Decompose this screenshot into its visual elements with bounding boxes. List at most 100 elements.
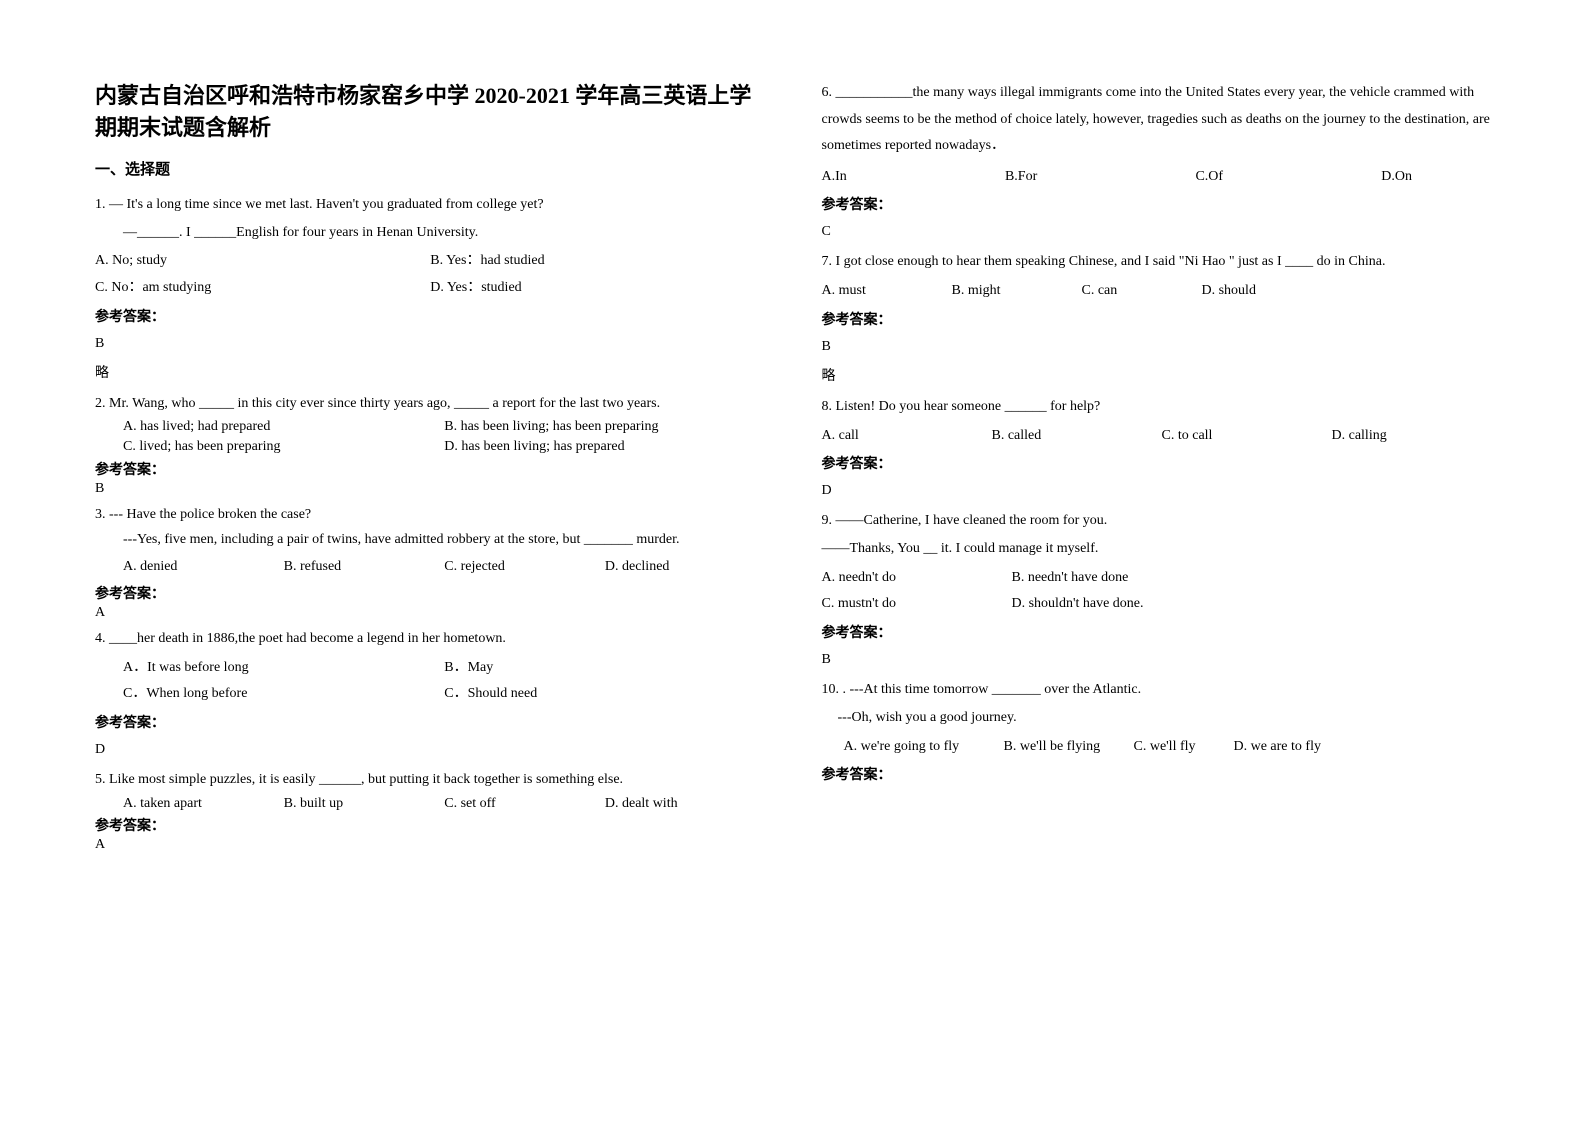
options: A. must B. might C. can D. should bbox=[822, 278, 1493, 305]
option-c: C. set off bbox=[444, 794, 605, 814]
question-text: 8. Listen! Do you hear someone ______ fo… bbox=[822, 395, 1493, 419]
question-8: 8. Listen! Do you hear someone ______ fo… bbox=[822, 395, 1493, 499]
option-b: B. called bbox=[992, 423, 1102, 450]
answer-label: 参考答案： bbox=[95, 459, 766, 479]
option-d: D. we are to fly bbox=[1234, 734, 1493, 761]
question-4: 4. ____her death in 1886,the poet had be… bbox=[95, 627, 766, 758]
options: A. taken apart B. built up C. set off D.… bbox=[95, 794, 766, 814]
option-d: D. should bbox=[1202, 278, 1493, 305]
question-text: 10. . ---At this time tomorrow _______ o… bbox=[822, 678, 1493, 702]
option-a: A．It was before long bbox=[123, 655, 444, 682]
option-b: B. might bbox=[952, 278, 1042, 305]
options: A. needn't do B. needn't have done C. mu… bbox=[822, 565, 1493, 618]
option-b: B. refused bbox=[284, 554, 445, 581]
option-a: A. taken apart bbox=[123, 794, 284, 814]
answer-label: 参考答案： bbox=[95, 583, 766, 603]
option-b: B.For bbox=[1005, 164, 1037, 191]
option-c: C．When long before bbox=[123, 681, 444, 708]
option-c: C. No：am studying bbox=[95, 275, 430, 302]
answer-label: 参考答案： bbox=[822, 453, 1493, 473]
question-6: 6. ___________the many ways illegal immi… bbox=[822, 80, 1493, 240]
right-column: 6. ___________the many ways illegal immi… bbox=[822, 80, 1493, 859]
answer: A bbox=[95, 837, 766, 853]
option-d: D. calling bbox=[1332, 423, 1493, 450]
options: A. denied B. refused C. rejected D. decl… bbox=[95, 554, 766, 581]
options: A. call B. called C. to call D. calling bbox=[822, 423, 1493, 450]
question-5: 5. Like most simple puzzles, it is easil… bbox=[95, 768, 766, 853]
question-text: 2. Mr. Wang, who _____ in this city ever… bbox=[95, 392, 766, 416]
answer-label: 参考答案： bbox=[95, 306, 766, 326]
options: A. we're going to fly B. we'll be flying… bbox=[822, 734, 1493, 761]
note: 略 bbox=[822, 365, 1493, 385]
question-text: 1. — It's a long time since we met last.… bbox=[95, 193, 766, 217]
option-d: D. has been living; has prepared bbox=[444, 437, 765, 457]
question-9: 9. ——Catherine, I have cleaned the room … bbox=[822, 509, 1493, 668]
question-text: 4. ____her death in 1886,the poet had be… bbox=[95, 627, 766, 651]
option-c: C. we'll fly bbox=[1134, 734, 1234, 761]
answer: B bbox=[95, 481, 766, 497]
option-c: C.Of bbox=[1195, 164, 1223, 191]
option-b: B. built up bbox=[284, 794, 445, 814]
question-text: ——Thanks, You __ it. I could manage it m… bbox=[822, 537, 1493, 561]
question-text: ---Yes, five men, including a pair of tw… bbox=[95, 528, 766, 552]
options: A. has lived; had prepared B. has been l… bbox=[95, 417, 766, 456]
option-a: A. needn't do bbox=[822, 565, 1012, 592]
answer-label: 参考答案： bbox=[822, 622, 1493, 642]
document-root: 内蒙古自治区呼和浩特市杨家窑乡中学 2020-2021 学年高三英语上学期期末试… bbox=[95, 80, 1492, 859]
option-b: B．May bbox=[444, 655, 765, 682]
note: 略 bbox=[95, 362, 766, 382]
answer-label: 参考答案： bbox=[822, 194, 1493, 214]
question-3: 3. --- Have the police broken the case? … bbox=[95, 503, 766, 621]
question-text: 3. --- Have the police broken the case? bbox=[95, 503, 766, 527]
answer-label: 参考答案： bbox=[95, 712, 766, 732]
question-10: 10. . ---At this time tomorrow _______ o… bbox=[822, 678, 1493, 784]
options: A. No; study B. Yes：had studied C. No：am… bbox=[95, 248, 766, 301]
option-d: D. dealt with bbox=[605, 794, 766, 814]
answer: D bbox=[822, 483, 1493, 499]
option-c: C. can bbox=[1082, 278, 1162, 305]
option-a: A. has lived; had prepared bbox=[123, 417, 444, 437]
option-c: C. to call bbox=[1162, 423, 1272, 450]
option-c: C. rejected bbox=[444, 554, 605, 581]
option-b: B. has been living; has been preparing bbox=[444, 417, 765, 437]
question-7: 7. I got close enough to hear them speak… bbox=[822, 250, 1493, 384]
option-d: D. shouldn't have done. bbox=[1012, 591, 1493, 618]
option-d: D. declined bbox=[605, 554, 766, 581]
option-a: A.In bbox=[822, 164, 847, 191]
question-text: 5. Like most simple puzzles, it is easil… bbox=[95, 768, 766, 792]
answer: B bbox=[822, 339, 1493, 355]
document-title: 内蒙古自治区呼和浩特市杨家窑乡中学 2020-2021 学年高三英语上学期期末试… bbox=[95, 80, 766, 144]
question-text: 7. I got close enough to hear them speak… bbox=[822, 250, 1493, 274]
answer-label: 参考答案： bbox=[95, 815, 766, 835]
option-a: A. we're going to fly bbox=[844, 734, 1004, 761]
question-1: 1. — It's a long time since we met last.… bbox=[95, 193, 766, 382]
option-c: C. lived; has been preparing bbox=[123, 437, 444, 457]
question-2: 2. Mr. Wang, who _____ in this city ever… bbox=[95, 392, 766, 497]
answer: C bbox=[822, 224, 1493, 240]
option-a: A. denied bbox=[123, 554, 284, 581]
option-a: A. No; study bbox=[95, 248, 430, 275]
option-b: B. Yes：had studied bbox=[430, 248, 765, 275]
option-d: D. Yes：studied bbox=[430, 275, 765, 302]
answer: D bbox=[95, 742, 766, 758]
options: A.In B.For C.Of D.On bbox=[822, 164, 1493, 191]
option-c: C. mustn't do bbox=[822, 591, 1012, 618]
question-text: ---Oh, wish you a good journey. bbox=[822, 706, 1493, 730]
answer: B bbox=[822, 652, 1493, 668]
option-b: B. needn't have done bbox=[1012, 565, 1493, 592]
answer-label: 参考答案： bbox=[822, 309, 1493, 329]
answer: B bbox=[95, 336, 766, 352]
options: A．It was before long B．May C．When long b… bbox=[95, 655, 766, 708]
question-text: 9. ——Catherine, I have cleaned the room … bbox=[822, 509, 1493, 533]
section-header: 一、选择题 bbox=[95, 158, 766, 179]
option-a: A. call bbox=[822, 423, 932, 450]
answer: A bbox=[95, 605, 766, 621]
question-text: 6. ___________the many ways illegal immi… bbox=[822, 80, 1493, 160]
option-d: D.On bbox=[1381, 164, 1412, 191]
option-a: A. must bbox=[822, 278, 912, 305]
question-text: —______. I ______English for four years … bbox=[95, 221, 766, 245]
left-column: 内蒙古自治区呼和浩特市杨家窑乡中学 2020-2021 学年高三英语上学期期末试… bbox=[95, 80, 766, 859]
answer-label: 参考答案： bbox=[822, 764, 1493, 784]
option-b: B. we'll be flying bbox=[1004, 734, 1134, 761]
option-d: C．Should need bbox=[444, 681, 765, 708]
